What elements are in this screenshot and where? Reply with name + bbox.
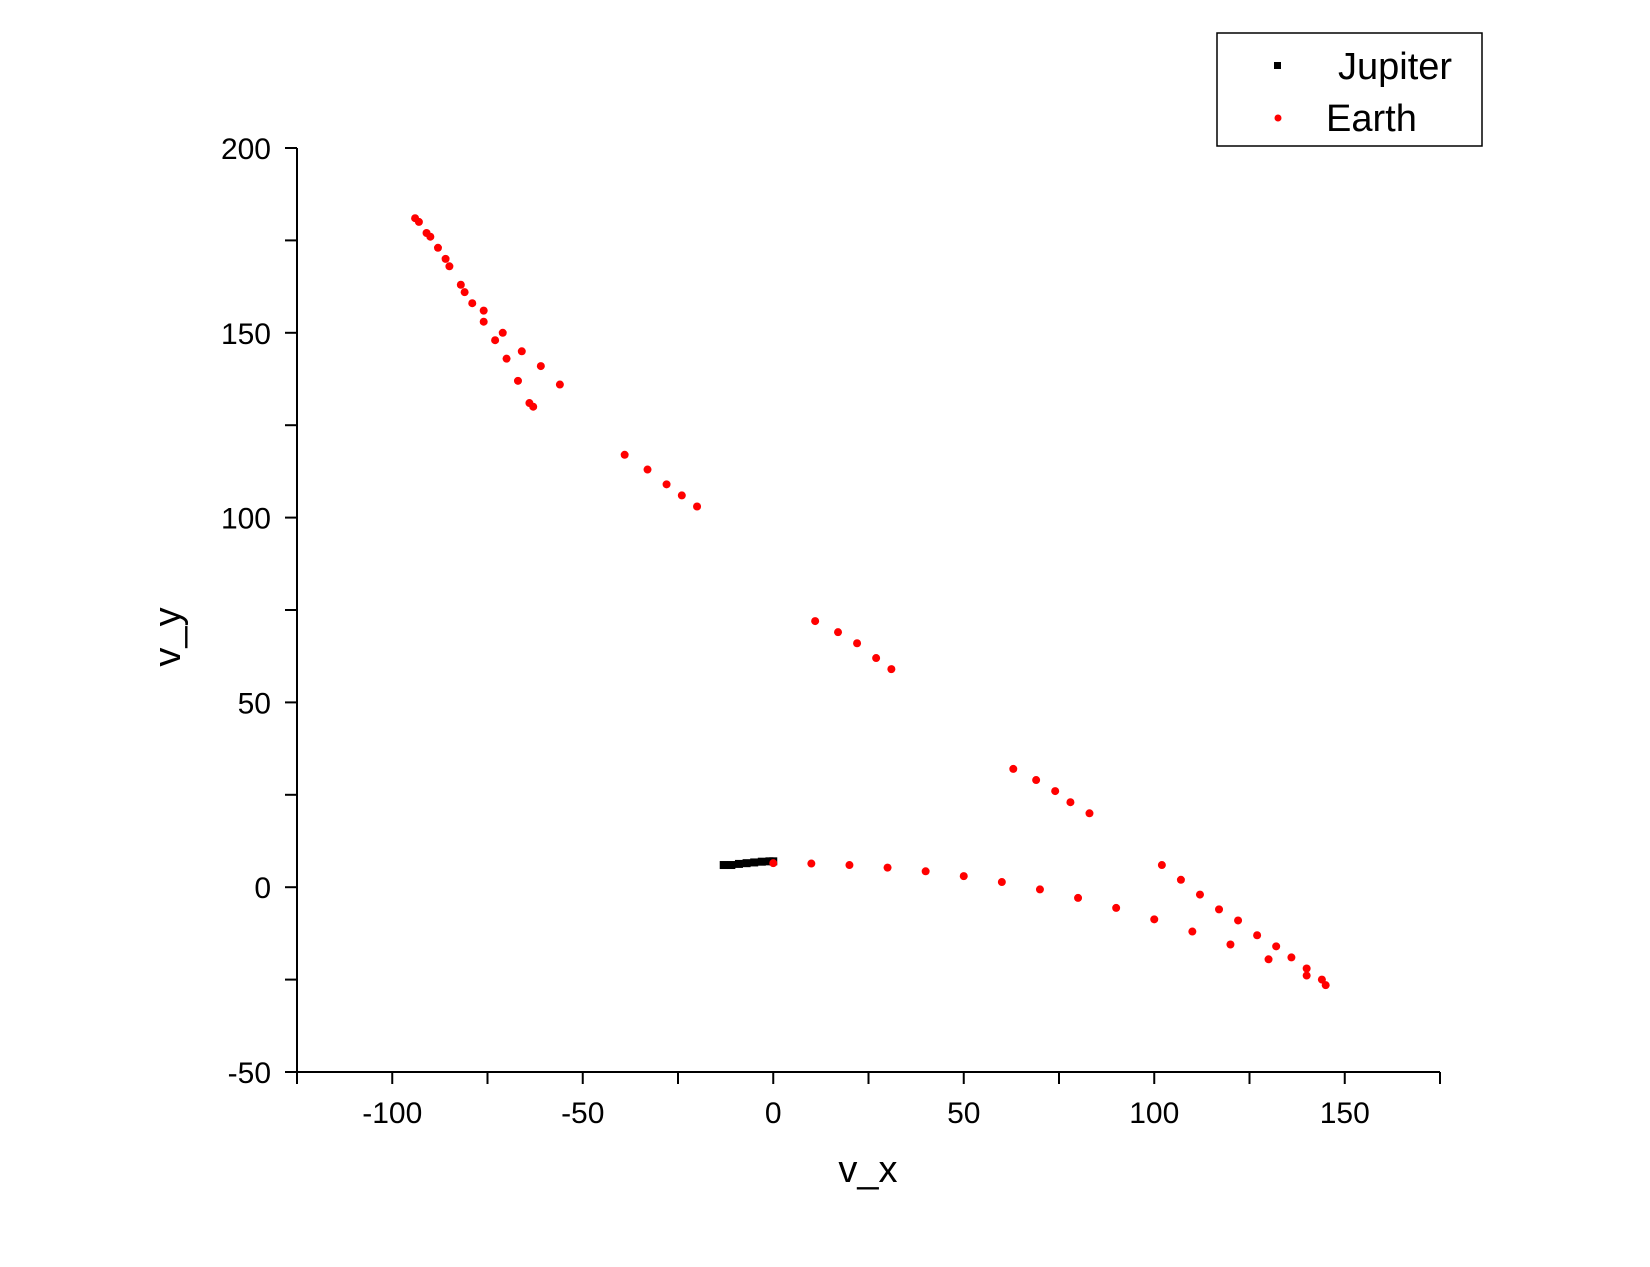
data-point-earth <box>811 617 820 626</box>
data-point-earth <box>1035 885 1044 894</box>
data-point-earth <box>555 380 564 389</box>
data-point-earth <box>807 859 816 868</box>
data-point-earth <box>479 306 488 315</box>
data-point-earth <box>834 628 843 637</box>
data-point-earth <box>662 480 671 489</box>
data-point-earth <box>513 376 522 385</box>
data-point-jupiter <box>727 861 736 870</box>
data-point-earth <box>1226 940 1235 949</box>
x-axis-title: v_x <box>838 1149 897 1191</box>
y-tick-label: 200 <box>221 133 271 166</box>
data-point-earth <box>1051 787 1060 796</box>
data-point-earth <box>456 280 465 289</box>
data-point-earth <box>1066 798 1075 807</box>
data-point-earth <box>1150 915 1159 924</box>
data-point-earth <box>468 299 477 308</box>
data-point-jupiter <box>757 857 766 866</box>
data-point-earth <box>872 654 881 663</box>
data-point-earth <box>1157 861 1166 870</box>
data-point-earth <box>414 217 423 226</box>
data-point-earth <box>677 491 686 500</box>
data-point-earth <box>1085 809 1094 818</box>
legend-marker-jupiter <box>1274 62 1281 69</box>
data-point-earth <box>1009 764 1018 773</box>
axes <box>296 148 1440 1073</box>
data-point-earth <box>1074 893 1083 902</box>
data-point-earth <box>1195 890 1204 899</box>
y-tick-label: 150 <box>221 318 271 351</box>
data-point-earth <box>845 861 854 870</box>
data-point-earth <box>1215 905 1224 914</box>
y-tick-label: 100 <box>221 503 271 536</box>
data-point-earth <box>620 450 629 459</box>
data-point-earth <box>1032 776 1041 785</box>
data-point-earth <box>883 863 892 872</box>
data-point-earth <box>1188 927 1197 936</box>
x-tick-label: 100 <box>1129 1097 1179 1130</box>
y-tick-label: -50 <box>228 1057 271 1090</box>
x-tick-label: 0 <box>765 1097 782 1130</box>
data-point-earth <box>1317 975 1326 984</box>
data-point-earth <box>1287 953 1296 962</box>
data-point-earth <box>1253 931 1262 940</box>
data-point-earth <box>445 262 454 271</box>
legend-label-jupiter: Jupiter <box>1338 46 1452 88</box>
legend-marker-earth <box>1274 114 1282 122</box>
data-point-earth <box>1176 875 1185 884</box>
data-point-earth <box>517 347 526 356</box>
data-point-earth <box>853 639 862 648</box>
data-point-earth <box>887 665 896 674</box>
data-point-earth <box>502 354 511 363</box>
x-tick-label: -50 <box>561 1097 604 1130</box>
data-point-earth <box>426 232 435 241</box>
data-point-earth <box>479 317 488 326</box>
y-tick-label: 50 <box>238 687 271 720</box>
data-point-earth <box>693 502 702 511</box>
data-point-earth <box>1112 903 1121 912</box>
data-point-earth <box>1234 916 1243 925</box>
data-point-earth <box>921 867 930 876</box>
y-tick-label: 0 <box>254 872 271 905</box>
x-tick-label: 150 <box>1320 1097 1370 1130</box>
data-point-earth <box>529 402 538 411</box>
x-tick-label: 50 <box>947 1097 980 1130</box>
data-point-earth <box>1302 971 1311 980</box>
data-point-earth <box>769 859 778 868</box>
data-point-earth <box>536 362 545 371</box>
data-point-earth <box>498 328 507 337</box>
plot-area <box>411 214 1330 990</box>
ticks: -100 -50 0 50 100 150 -50 0 50 100 150 200 <box>221 133 1441 1130</box>
legend-label-earth: Earth <box>1326 98 1417 140</box>
data-point-earth <box>433 243 442 252</box>
data-point-earth <box>959 872 968 881</box>
data-point-earth <box>460 288 469 297</box>
y-axis-title: v_y <box>147 607 189 666</box>
data-point-jupiter <box>742 859 751 868</box>
data-point-jupiter <box>750 858 759 867</box>
data-point-earth <box>1302 964 1311 973</box>
data-point-earth <box>441 254 450 263</box>
legend-box <box>1216 32 1483 147</box>
x-tick-label: -100 <box>362 1097 422 1130</box>
data-point-earth <box>997 878 1006 887</box>
data-point-earth <box>1264 955 1273 964</box>
data-point-jupiter <box>719 861 728 870</box>
data-point-earth <box>491 336 500 345</box>
data-point-earth <box>643 465 652 474</box>
data-point-jupiter <box>734 859 743 868</box>
legend: Jupiter Earth <box>1216 32 1483 147</box>
data-point-earth <box>1272 942 1281 951</box>
